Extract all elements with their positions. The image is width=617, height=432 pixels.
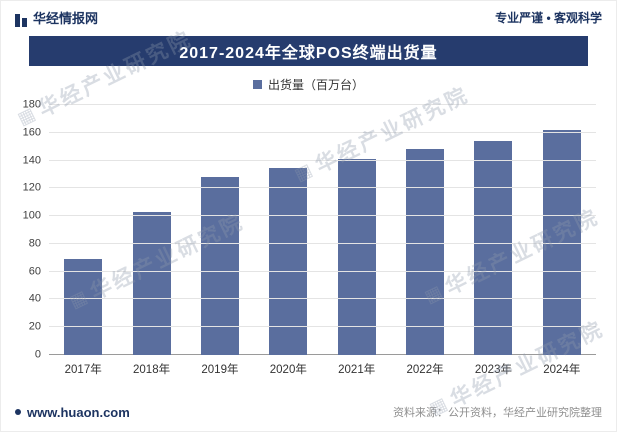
gridline <box>49 326 596 328</box>
brand-name: 华经情报网 <box>33 11 99 26</box>
y-axis-tick-label: 40 <box>28 292 41 305</box>
gridline <box>49 242 596 244</box>
y-axis-tick-label: 160 <box>22 126 41 139</box>
bar <box>200 177 239 355</box>
gridline <box>49 104 596 105</box>
x-axis-tick-label: 2021年 <box>338 364 376 376</box>
legend-swatch <box>252 80 262 89</box>
bar <box>132 211 171 355</box>
bar <box>474 141 513 355</box>
bar <box>337 159 376 355</box>
y-axis-tick-label: 0 <box>34 348 41 361</box>
x-axis-labels: 2017年 2018年 2019年 2020年 2021年 2022年 2023年 2024年 <box>49 361 596 377</box>
x-axis-tick-label: 2018年 <box>133 364 171 376</box>
y-axis-tick-label: 20 <box>28 320 41 333</box>
gridline <box>49 131 596 133</box>
header: 华经情报网 专业严谨 • 客观科学 <box>1 1 616 32</box>
footer: www.huaon.com 资料来源：公开资料，华经产业研究院整理 <box>1 396 616 431</box>
chart-title-banner: 2017-2024年全球POS终端出货量 <box>29 36 588 66</box>
x-axis-tick-label: 2019年 <box>201 364 239 376</box>
y-axis-tick-label: 100 <box>22 209 41 222</box>
y-axis-tick-label: 60 <box>28 265 41 278</box>
site-url: www.huaon.com <box>27 404 130 420</box>
bar <box>269 167 308 355</box>
chart-legend: 出货量（百万台） <box>1 76 616 93</box>
gridline <box>49 298 596 300</box>
bar-column <box>49 105 117 355</box>
y-axis-tick-label: 120 <box>22 181 41 194</box>
gridline <box>49 215 596 217</box>
bar <box>542 130 581 355</box>
gridline <box>49 159 596 161</box>
gridline <box>49 270 596 272</box>
bar-column <box>459 105 527 355</box>
x-axis-tick-label: 2017年 <box>64 364 102 376</box>
bar-series <box>49 105 596 355</box>
bar-column <box>323 105 391 355</box>
bar <box>64 259 103 355</box>
x-axis-tick-label: 2023年 <box>474 364 512 376</box>
brand-logo-icon <box>15 14 27 27</box>
x-axis-tick-label: 2022年 <box>406 364 444 376</box>
bar-column <box>528 105 596 355</box>
site-dot-icon <box>15 409 21 415</box>
bar-column <box>391 105 459 355</box>
y-axis-tick-label: 180 <box>22 98 41 111</box>
data-source-note: 资料来源：公开资料，华经产业研究院整理 <box>393 407 602 419</box>
bar-column <box>186 105 254 355</box>
y-axis-tick-label: 80 <box>28 237 41 250</box>
y-axis-tick-label: 140 <box>22 154 41 167</box>
x-axis-line <box>49 354 596 355</box>
bar-column <box>117 105 185 355</box>
x-axis-tick-label: 2020年 <box>269 364 307 376</box>
gridline <box>49 187 596 189</box>
chart-title: 2017-2024年全球POS终端出货量 <box>179 45 438 62</box>
site-link[interactable]: www.huaon.com <box>15 405 130 420</box>
brand: 华经情报网 <box>15 8 98 27</box>
legend-label: 出货量（百万台） <box>267 78 364 92</box>
chart-plot-area: 0 20 40 60 80 100 120 140 160 180 <box>23 99 596 360</box>
bar-column <box>254 105 322 355</box>
header-slogan: 专业严谨 • 客观科学 <box>495 11 602 25</box>
bar <box>406 149 445 355</box>
x-axis-tick-label: 2024年 <box>543 364 581 376</box>
